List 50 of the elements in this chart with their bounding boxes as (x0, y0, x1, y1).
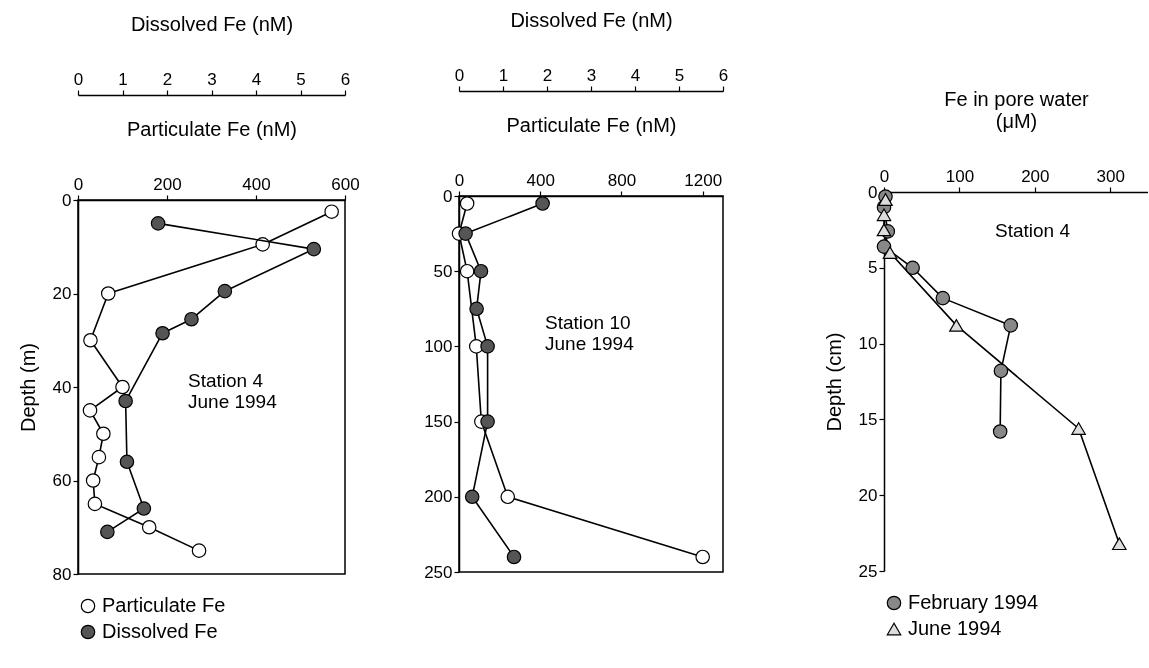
y-tick-label: 60 (52, 471, 72, 490)
x2-tick-label: 5 (296, 69, 306, 89)
x2-tick-label: 2 (162, 69, 173, 89)
x-tick-label: 1200 (684, 170, 723, 190)
y-tick-label: 80 (52, 564, 72, 584)
y-tick-label: 40 (52, 377, 72, 397)
y-axis-title: Depth (cm) (822, 332, 845, 432)
y-tick-label: 15 (858, 409, 878, 429)
annotation: Station 10 June 1994 (545, 312, 635, 354)
y-tick-label: 50 (433, 261, 453, 281)
x-tick-label: 800 (607, 170, 637, 190)
legend-label: February 1994 (908, 591, 1039, 613)
x-tick-label: 600 (331, 174, 360, 194)
x-tick-label: 100 (945, 166, 975, 186)
y-tick-label: 20 (858, 485, 878, 505)
x2-axis-title: Dissolved Fe (nM) (510, 8, 673, 31)
x2-tick-label: 3 (207, 69, 217, 89)
y-tick-label: 250 (424, 562, 453, 582)
x2-tick-label: 6 (718, 65, 729, 85)
y-tick-label: 100 (424, 336, 453, 356)
legend-label: Particulate Fe (102, 594, 226, 616)
x2-tick-label: 1 (118, 69, 128, 89)
y-tick-label: 20 (52, 284, 72, 303)
x2-tick-label: 5 (674, 65, 685, 85)
annotation: Station 4 June 1994 (188, 370, 278, 412)
x2-tick-label: 6 (340, 69, 351, 89)
x2-tick-label: 4 (630, 65, 641, 85)
y-tick-label: 10 (858, 334, 878, 354)
x2-tick-label: 1 (498, 65, 509, 85)
x-tick-label: 300 (1096, 166, 1125, 186)
x2-tick-label: 4 (251, 69, 262, 89)
x-axis-title: Fe in pore water (μM) (944, 87, 1090, 132)
x-tick-label: 200 (153, 174, 182, 194)
y-tick-label: 5 (868, 258, 878, 278)
legend-label: Dissolved Fe (102, 620, 218, 642)
x-axis-title: Particulate Fe (nM) (126, 117, 298, 140)
x-tick-label: 400 (526, 170, 555, 190)
y-tick-label: 200 (424, 487, 453, 507)
x-tick-label: 400 (242, 174, 271, 194)
legend-label: June 1994 (908, 617, 1002, 639)
x2-tick-label: 3 (586, 65, 597, 85)
annotation: Station 4 (995, 220, 1071, 241)
y-axis-title: Depth (m) (16, 343, 39, 432)
y-tick-label: 25 (858, 561, 878, 581)
y-tick-label: 150 (424, 412, 453, 432)
x-axis-title: Particulate Fe (nM) (506, 113, 677, 136)
y-tick-label: 0 (62, 190, 72, 210)
x2-axis-title: Dissolved Fe (nM) (130, 12, 294, 35)
x2-tick-label: 2 (542, 65, 553, 85)
x-tick-label: 200 (1021, 166, 1050, 186)
